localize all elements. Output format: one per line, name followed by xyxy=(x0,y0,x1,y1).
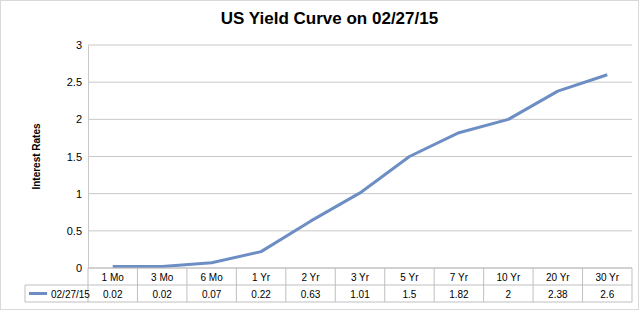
legend-label: 02/27/15 xyxy=(51,289,90,300)
y-tick-label: 0.5 xyxy=(67,225,82,237)
x-tick-label: 7 Yr xyxy=(450,272,469,283)
table-border xyxy=(25,285,26,302)
table-border xyxy=(25,302,632,303)
title: US Yield Curve on 02/27/15 xyxy=(221,9,438,28)
y-tick-label: 0 xyxy=(76,262,82,274)
data-label: 2 xyxy=(506,289,512,300)
y-tick-label: 2.5 xyxy=(67,76,82,88)
y-axis-title: Interest Rates xyxy=(31,123,42,190)
y-axis: 0 0.5 1 1.5 2 2.5 3 xyxy=(67,39,89,274)
x-tick-label: 10 Yr xyxy=(496,272,520,283)
x-tick-label: 20 Yr xyxy=(546,272,570,283)
y-tick-label: 1.5 xyxy=(67,151,82,163)
table-border xyxy=(285,268,286,302)
table-border xyxy=(533,268,534,302)
table-border xyxy=(582,268,583,302)
series-line xyxy=(113,75,608,267)
y-tick: 1.5 xyxy=(67,151,88,163)
table-border xyxy=(236,268,237,302)
table-border xyxy=(186,268,187,302)
x-tick-label: 5 Yr xyxy=(400,272,419,283)
y-tick: 0.5 xyxy=(67,225,88,237)
table-border xyxy=(483,268,484,302)
table-border xyxy=(88,268,632,269)
table-border xyxy=(434,268,435,302)
plot-area xyxy=(113,75,608,267)
y-tick-label: 1 xyxy=(76,188,82,200)
data-label: 0.02 xyxy=(103,289,123,300)
data-label: 2.6 xyxy=(600,289,614,300)
y-tick: 1 xyxy=(76,188,88,200)
x-tick-label: 1 Yr xyxy=(252,272,271,283)
x-tick-label: 2 Yr xyxy=(301,272,320,283)
background xyxy=(1,1,639,310)
data-label: 1.5 xyxy=(403,289,417,300)
data-label: 2.38 xyxy=(548,289,568,300)
data-label: 1.01 xyxy=(350,289,370,300)
grid-line xyxy=(88,45,632,46)
grid-line xyxy=(88,156,632,157)
grid-line xyxy=(88,268,632,269)
grid-line xyxy=(88,230,632,231)
y-tick-label: 3 xyxy=(76,39,82,51)
table-border xyxy=(137,268,138,302)
grid-line xyxy=(88,119,632,120)
data-label: 0.02 xyxy=(152,289,172,300)
data-label: 0.22 xyxy=(251,289,271,300)
table-border xyxy=(384,268,385,302)
table-border xyxy=(335,268,336,302)
y-axis-line xyxy=(88,46,89,269)
y-tick: 2 xyxy=(76,113,88,125)
y-tick: 3 xyxy=(76,39,88,51)
table-border xyxy=(632,268,633,302)
legend-swatch xyxy=(29,292,47,295)
x-tick-label: 3 Yr xyxy=(351,272,370,283)
chart: US Yield Curve on 02/27/15 Interest Rates… xyxy=(0,0,639,310)
y-tick: 0 xyxy=(76,262,88,274)
x-tick-label: 3 Mo xyxy=(151,272,174,283)
grid-line xyxy=(88,82,632,83)
data-label: 0.63 xyxy=(301,289,321,300)
y-tick-label: 2 xyxy=(76,113,82,125)
y-tick: 2.5 xyxy=(67,76,88,88)
data-label: 1.82 xyxy=(449,289,469,300)
x-tick-label: 6 Mo xyxy=(201,272,224,283)
x-tick-label: 30 Yr xyxy=(595,272,619,283)
grid xyxy=(88,45,632,268)
data-label: 0.07 xyxy=(202,289,222,300)
table-border xyxy=(25,285,632,286)
x-tick-label: 1 Mo xyxy=(102,272,125,283)
data-table: 1 Mo 3 Mo 6 Mo 1 Yr 2 Yr 3 Yr 5 Yr 7 Yr 10 Yr 20 … xyxy=(25,268,632,302)
